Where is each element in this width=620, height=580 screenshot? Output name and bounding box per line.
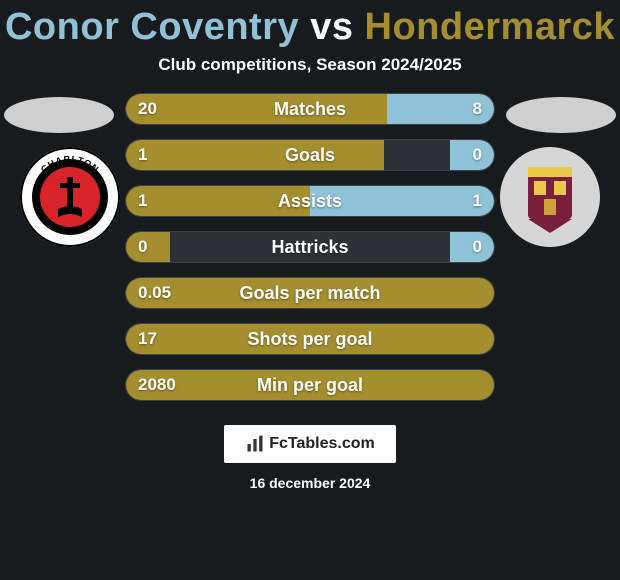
brand-text: FcTables.com [269, 435, 375, 453]
stat-fill-left [126, 186, 310, 216]
stat-fill-left [126, 232, 170, 262]
stat-fill-left [126, 370, 494, 400]
stat-value-left: 17 [138, 329, 157, 349]
stat-fill-left [126, 278, 494, 308]
charlton-badge-icon: CHARLTON [20, 147, 120, 247]
stat-fill-left [126, 94, 387, 124]
player2-photo-placeholder [506, 97, 616, 133]
stat-label: Hattricks [126, 237, 494, 258]
stat-fill-left [126, 324, 494, 354]
stat-row: Matches208 [125, 93, 495, 125]
club-badge-left: CHARLTON [20, 147, 120, 247]
stat-fill-right [310, 186, 494, 216]
northampton-badge-icon [500, 147, 600, 247]
title-vs: vs [310, 6, 353, 48]
stat-fill-left [126, 140, 384, 170]
brand-badge: FcTables.com [224, 425, 396, 463]
stat-row: Goals10 [125, 139, 495, 171]
footer-date: 16 december 2024 [0, 475, 620, 491]
stat-value-left: 0 [138, 237, 147, 257]
stat-row: Assists11 [125, 185, 495, 217]
bar-chart-icon [245, 434, 265, 454]
stat-value-right: 0 [473, 145, 482, 165]
title-player1: Conor Coventry [5, 6, 299, 48]
subtitle: Club competitions, Season 2024/2025 [0, 55, 620, 75]
stat-value-left: 2080 [138, 375, 176, 395]
stat-row: Hattricks0 0 [125, 231, 495, 263]
stat-row: Goals per match0.05 [125, 277, 495, 309]
player1-photo-placeholder [4, 97, 114, 133]
title-player2: Hondermarck [365, 6, 615, 48]
comparison-stage: CHARLTON Matches208Goals10Assists11Hattr… [0, 93, 620, 401]
comparison-title: Conor Coventry vs Hondermarck [0, 0, 620, 49]
stat-value-right: 0 [473, 237, 482, 257]
stat-row: Shots per goal17 [125, 323, 495, 355]
stat-value-left: 20 [138, 99, 157, 119]
stat-value-left: 1 [138, 145, 147, 165]
stat-value-left: 0.05 [138, 283, 171, 303]
stat-bars: Matches208Goals10Assists11Hattricks00Goa… [125, 93, 495, 401]
stat-value-right: 1 [473, 191, 482, 211]
stat-row: Min per goal2080 [125, 369, 495, 401]
stat-value-right: 8 [473, 99, 482, 119]
club-badge-right [500, 147, 600, 247]
stat-value-left: 1 [138, 191, 147, 211]
